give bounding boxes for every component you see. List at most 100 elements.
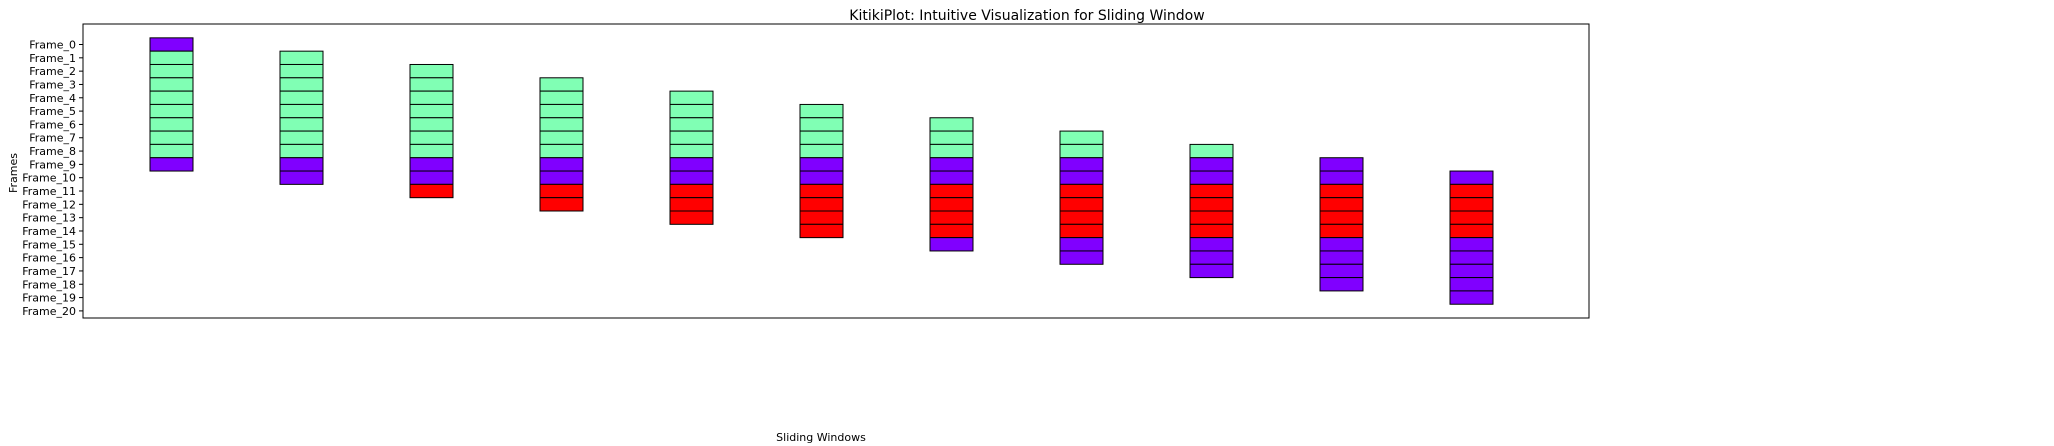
window-cell [1449, 250, 1494, 265]
window-cell [1059, 157, 1104, 172]
window-cell [409, 130, 454, 145]
window-cell [1189, 143, 1234, 159]
sliding-window [149, 37, 194, 172]
y-tick-label: Frame_12 [22, 198, 76, 211]
window-cell [799, 223, 844, 239]
window-cell [669, 197, 714, 212]
window-cell [799, 157, 844, 172]
window-cell [669, 210, 714, 225]
sliding-window [1449, 170, 1494, 305]
window-cell [929, 117, 974, 132]
sliding-window [409, 63, 454, 199]
window-cell [929, 223, 974, 239]
window-cell [1449, 210, 1494, 225]
window-cell [1059, 197, 1104, 212]
window-cell [279, 170, 324, 185]
window-cell [929, 210, 974, 225]
plot-frame [82, 23, 1590, 319]
y-tick-label: Frame_10 [22, 172, 76, 185]
window-cell [799, 210, 844, 225]
y-tick-label: Frame_11 [22, 185, 76, 198]
window-cell [409, 77, 454, 92]
y-tick-label: Frame_1 [29, 52, 76, 65]
window-cell [1189, 237, 1234, 252]
window-cell [1059, 237, 1104, 252]
window-cell [149, 143, 194, 159]
sliding-windows [149, 37, 1494, 305]
window-cell [1189, 263, 1234, 279]
window-cell [409, 170, 454, 185]
chart-title: KitikiPlot: Intuitive Visualization for … [849, 8, 1204, 24]
window-cell [929, 130, 974, 145]
window-cell [409, 63, 454, 79]
window-cell [1449, 170, 1494, 185]
window-cell [1319, 237, 1364, 252]
window-cell [669, 103, 714, 119]
window-cell [539, 197, 584, 212]
window-cell [409, 90, 454, 105]
window-cell [1059, 170, 1104, 185]
sliding-window [279, 50, 324, 185]
window-cell [1189, 210, 1234, 225]
y-tick-label: Frame_8 [29, 145, 76, 158]
window-cell [1449, 263, 1494, 279]
window-cell [1319, 223, 1364, 239]
window-cell [279, 50, 324, 65]
sliding-window [539, 77, 584, 212]
window-cell [539, 130, 584, 145]
y-tick-label: Frame_16 [22, 252, 76, 265]
window-cell [1189, 183, 1234, 199]
window-cell [1189, 170, 1234, 185]
window-cell [1449, 237, 1494, 252]
window-cell [1189, 197, 1234, 212]
window-cell [799, 143, 844, 159]
window-cell [539, 170, 584, 185]
sliding-window [799, 103, 844, 239]
window-cell [149, 63, 194, 79]
sliding-window [929, 117, 974, 252]
window-cell [1059, 183, 1104, 199]
sliding-window [1059, 130, 1104, 265]
window-cell [1189, 250, 1234, 265]
window-cell [539, 143, 584, 159]
sliding-window [669, 90, 714, 225]
window-cell [1319, 183, 1364, 199]
window-cell [1449, 223, 1494, 239]
window-cell [799, 183, 844, 199]
y-tick-label: Frame_4 [29, 92, 76, 105]
window-cell [1449, 290, 1494, 305]
window-cell [1059, 223, 1104, 239]
y-tick-label: Frame_0 [29, 39, 76, 52]
window-cell [279, 117, 324, 132]
y-axis-label: Frames [7, 153, 20, 193]
window-cell [1449, 183, 1494, 199]
window-cell [1059, 250, 1104, 265]
window-cell [1319, 250, 1364, 265]
window-cell [149, 50, 194, 65]
y-tick-label: Frame_20 [22, 305, 76, 318]
window-cell [409, 103, 454, 119]
window-cell [1189, 157, 1234, 172]
window-cell [539, 77, 584, 92]
window-cell [539, 117, 584, 132]
window-cell [279, 130, 324, 145]
window-cell [929, 143, 974, 159]
window-cell [929, 197, 974, 212]
y-tick-label: Frame_6 [29, 118, 76, 131]
window-cell [799, 117, 844, 132]
window-cell [669, 183, 714, 199]
y-tick-label: Frame_18 [22, 278, 76, 291]
window-cell [799, 170, 844, 185]
window-cell [279, 143, 324, 159]
window-cell [1059, 143, 1104, 159]
window-cell [539, 157, 584, 172]
y-tick-label: Frame_7 [29, 132, 76, 145]
window-cell [409, 143, 454, 159]
window-cell [1449, 197, 1494, 212]
y-tick-label: Frame_17 [22, 265, 76, 278]
window-cell [669, 130, 714, 145]
window-cell [1059, 130, 1104, 145]
y-tick-label: Frame_5 [29, 105, 76, 118]
window-cell [409, 183, 454, 199]
